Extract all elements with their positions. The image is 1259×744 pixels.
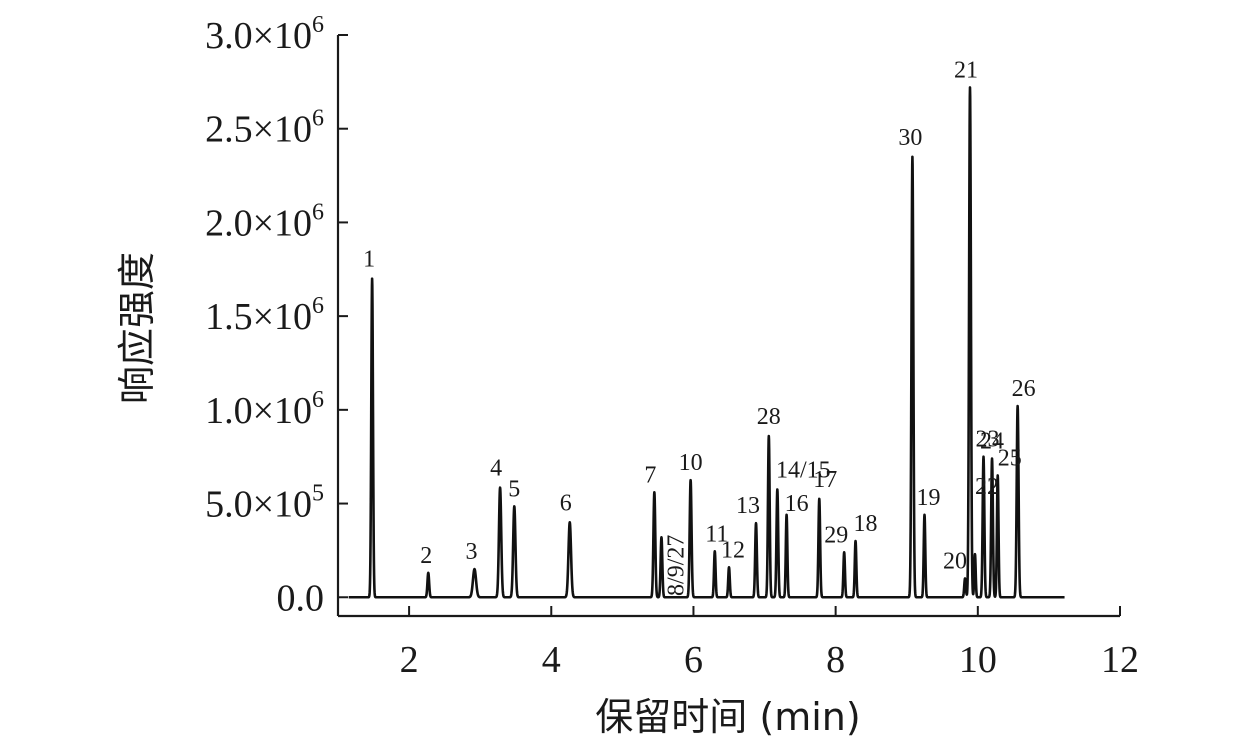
peak-label: 10 bbox=[679, 450, 703, 476]
peak-label: 5 bbox=[508, 476, 520, 502]
peak-label: 6 bbox=[560, 490, 572, 516]
peak-label: 25 bbox=[998, 445, 1022, 471]
x-tick-label: 12 bbox=[1101, 639, 1139, 681]
y-tick-label: 0.0 bbox=[277, 577, 325, 619]
x-tick-label: 4 bbox=[542, 639, 561, 681]
peak-label: 14/15 bbox=[776, 458, 831, 484]
peak-label: 8/9/27 bbox=[664, 535, 690, 596]
x-tick-label: 8 bbox=[826, 639, 845, 681]
peak-label: 1 bbox=[363, 247, 375, 273]
peak-label: 7 bbox=[644, 462, 656, 488]
y-tick-label: 5.0×105 bbox=[205, 481, 324, 526]
y-axis-title: 响应强度 bbox=[115, 252, 159, 404]
peak-label: 28 bbox=[757, 404, 781, 430]
x-axis-title: 保留时间 (min) bbox=[595, 695, 860, 739]
x-tick-label: 6 bbox=[684, 639, 703, 681]
y-tick-label: 2.5×106 bbox=[205, 106, 324, 151]
peak-label: 2 bbox=[420, 543, 432, 569]
peak-label: 30 bbox=[898, 125, 922, 151]
peak-label: 17 bbox=[813, 467, 837, 493]
peak-label: 12 bbox=[721, 537, 745, 563]
y-tick-label: 2.0×106 bbox=[205, 199, 324, 244]
peak-label: 29 bbox=[824, 522, 848, 548]
peak-label: 24 bbox=[980, 429, 1004, 455]
y-tick-label: 1.0×106 bbox=[205, 387, 324, 432]
peak-label: 22 bbox=[975, 474, 999, 500]
peak-label: 19 bbox=[917, 485, 941, 511]
peak-label: 11 bbox=[705, 521, 728, 547]
y-tick-label: 3.0×106 bbox=[205, 12, 324, 57]
chromatogram-trace bbox=[347, 86, 1066, 599]
peak-label: 18 bbox=[854, 511, 878, 537]
x-tick-label: 2 bbox=[400, 639, 419, 681]
y-tick-label: 1.5×106 bbox=[205, 293, 324, 338]
peak-label: 23 bbox=[976, 427, 1000, 453]
peak-label: 13 bbox=[736, 493, 760, 519]
x-tick-label: 10 bbox=[959, 639, 997, 681]
peak-label: 16 bbox=[785, 491, 809, 517]
axes bbox=[336, 35, 1120, 618]
peak-label: 21 bbox=[954, 58, 978, 84]
tick-group: 2 4 6 8 10 120.05.0×1051.0×1061.5×1062.0×1062… bbox=[205, 12, 1139, 681]
peak-label: 26 bbox=[1012, 376, 1036, 402]
peak-label: 3 bbox=[466, 539, 478, 565]
peak-label: 4 bbox=[490, 456, 502, 482]
peak-label: 20 bbox=[943, 549, 967, 575]
